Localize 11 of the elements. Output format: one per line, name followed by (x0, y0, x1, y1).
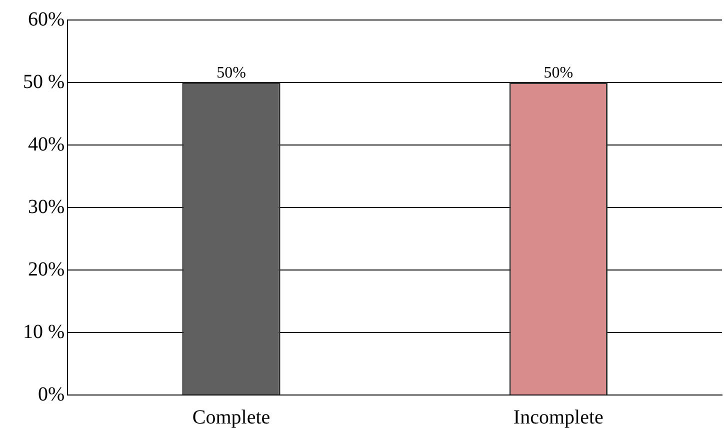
y-tick-label: 60% (28, 8, 65, 30)
data-label: 50% (216, 64, 246, 82)
data-label: 50% (544, 64, 574, 82)
x-tick-label: Complete (192, 406, 270, 428)
y-tick-label: 20% (28, 258, 65, 280)
y-tick-label: 50 % (22, 70, 65, 93)
y-tick-label: 0% (38, 383, 65, 406)
y-tick-label: 40% (28, 133, 65, 156)
x-tick-label: Incomplete (513, 406, 604, 428)
y-tick-label: 10 % (22, 320, 65, 343)
y-tick-label: 30% (28, 196, 65, 218)
